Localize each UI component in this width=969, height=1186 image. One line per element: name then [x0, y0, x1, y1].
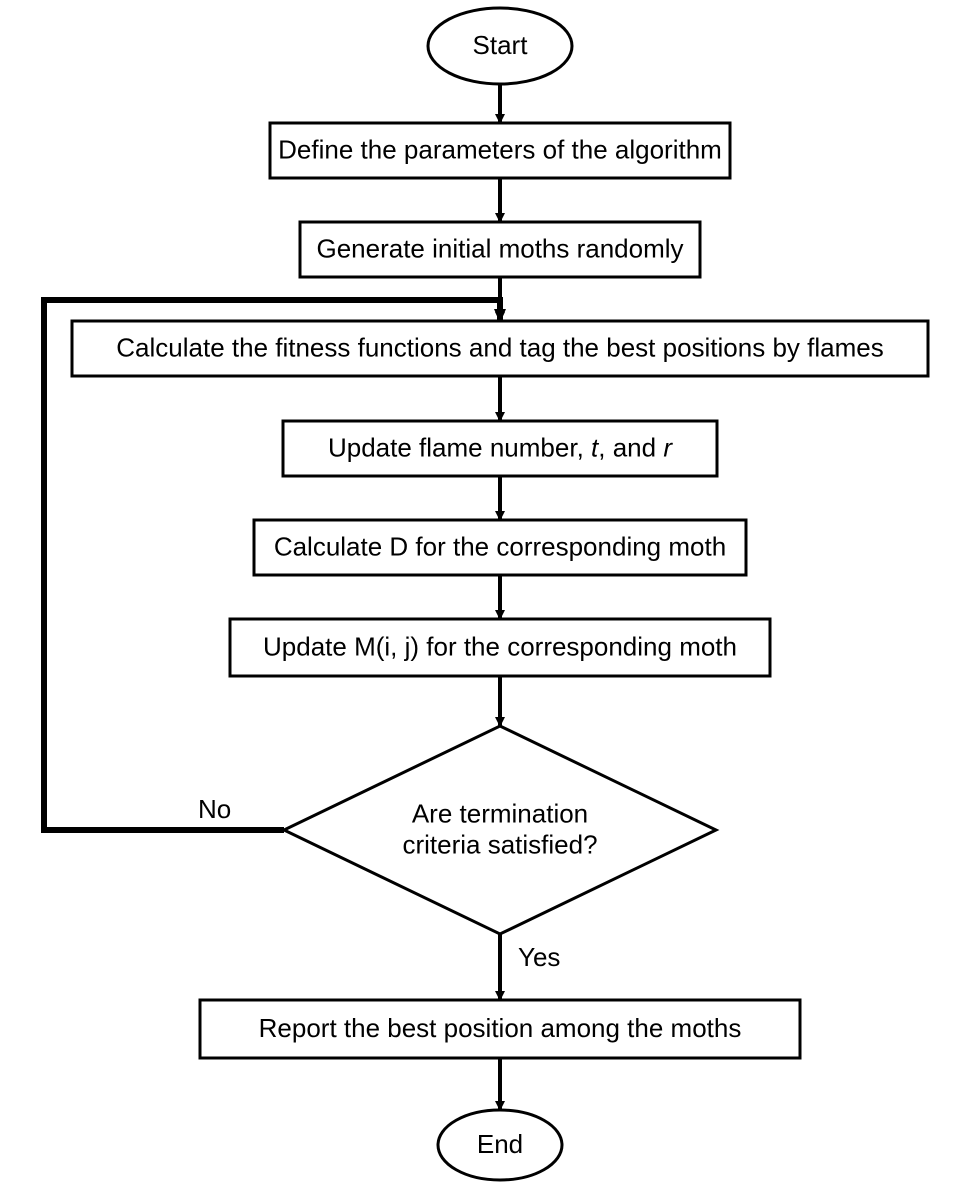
node-label-decision: Are termination [412, 798, 588, 828]
node-label-end: End [477, 1129, 523, 1159]
edge-label: No [198, 794, 231, 824]
edge-label: Yes [518, 942, 560, 972]
node-label-calc_d: Calculate D for the corresponding moth [274, 531, 726, 561]
node-label-update_flame: Update flame number, t, and r [328, 432, 673, 462]
node-label-generate: Generate initial moths randomly [316, 233, 683, 263]
node-label-report: Report the best position among the moths [259, 1013, 742, 1043]
flowchart-canvas: Yes No Start Define the parameters of the a… [0, 0, 969, 1186]
node-label-start: Start [473, 30, 529, 60]
node-label-calculate_fitness: Calculate the fitness functions and tag … [116, 332, 883, 362]
node-label-define: Define the parameters of the algorithm [278, 134, 722, 164]
node-label-update_m: Update M(i, j) for the corresponding mot… [263, 631, 737, 661]
node-label-decision: criteria satisfied? [402, 829, 597, 859]
